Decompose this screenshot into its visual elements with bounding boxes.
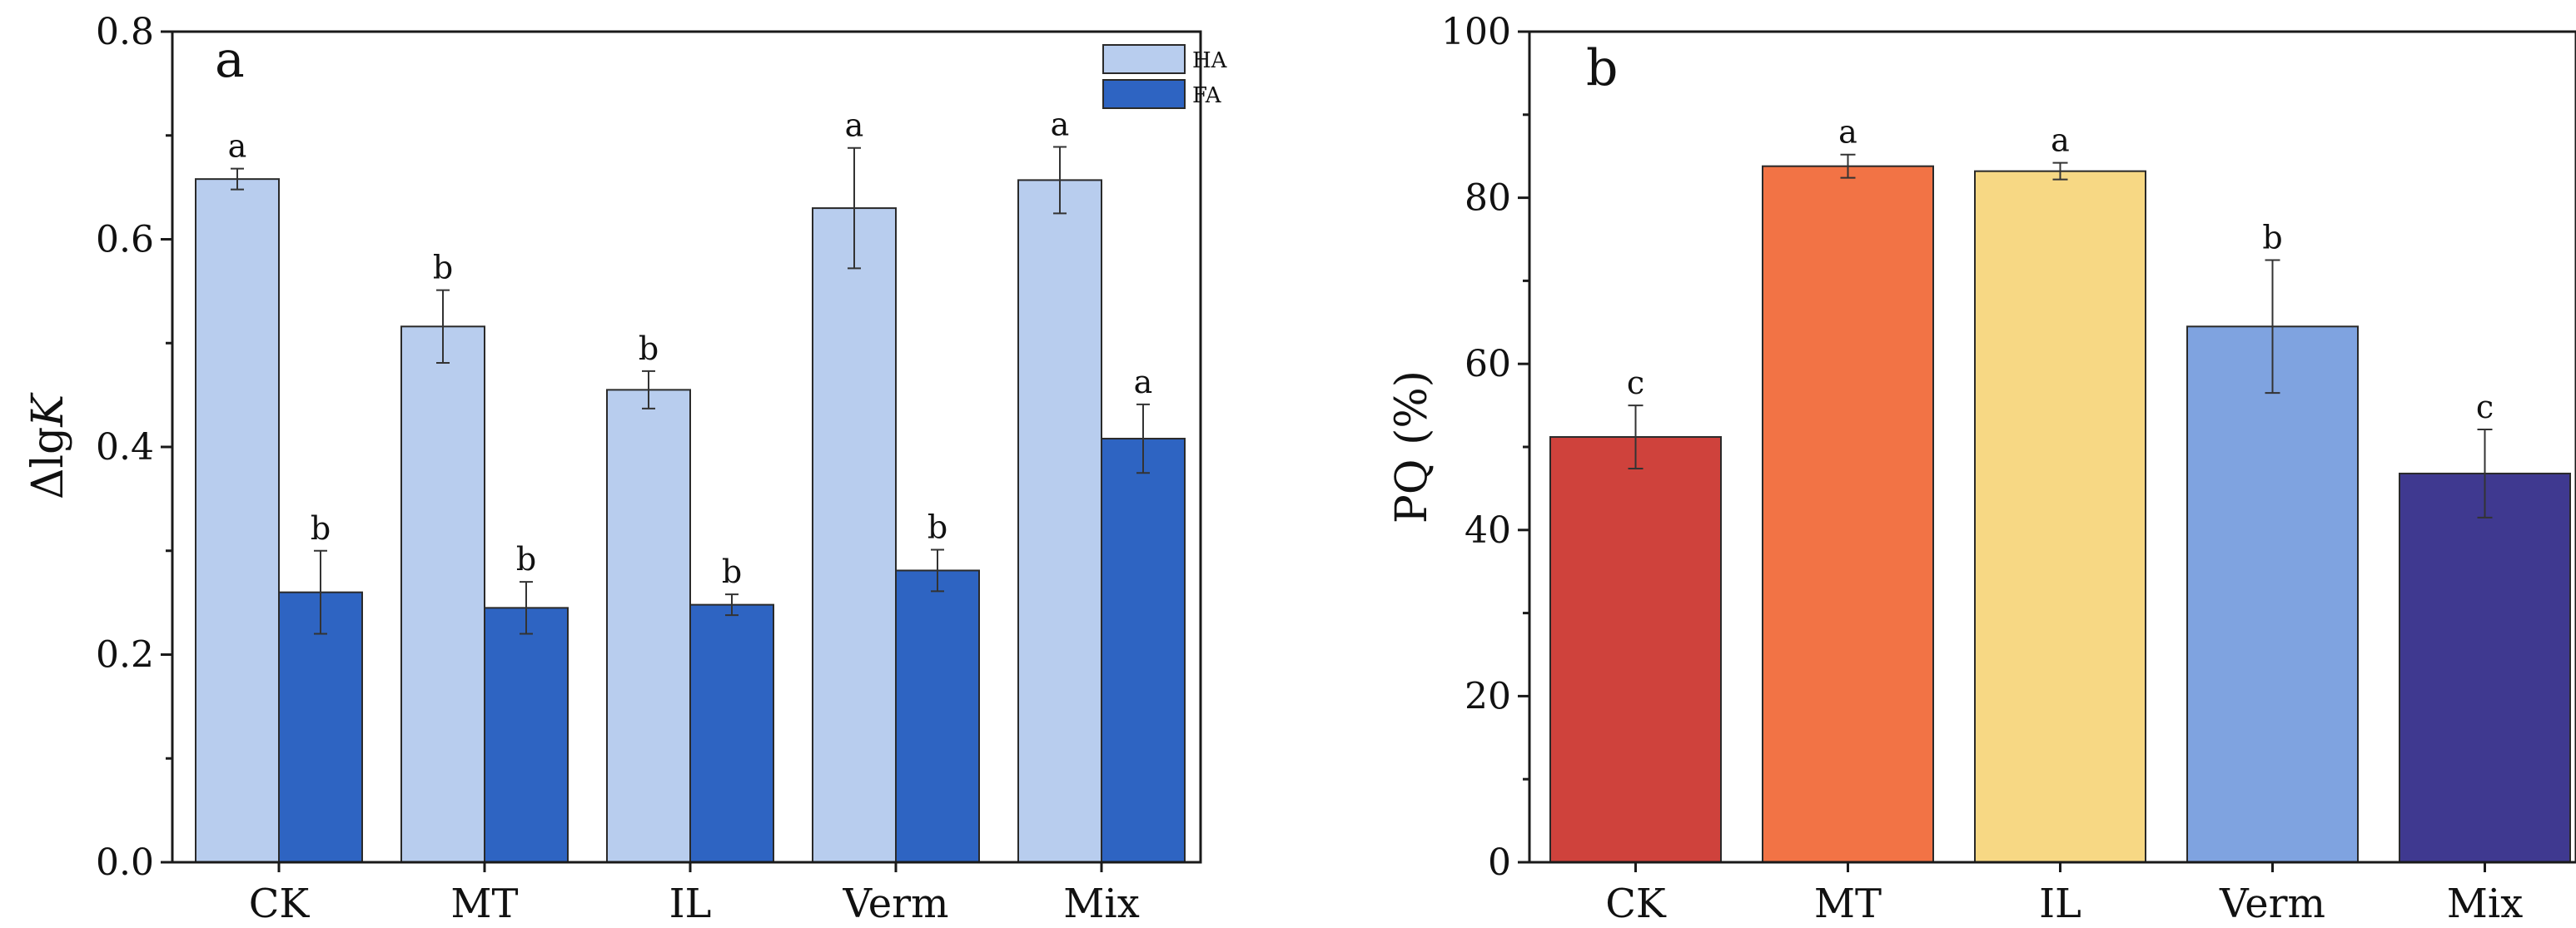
sig-label-ha-mt: b xyxy=(433,250,453,286)
x-tick-label-mix: Mix xyxy=(1063,881,1140,927)
x-tick-label-ck: CK xyxy=(249,881,311,927)
y-tick-label-80: 80 xyxy=(1465,177,1511,220)
error-bar-fa-mt xyxy=(520,581,533,635)
sig-label-fa-mix: a xyxy=(1134,364,1153,400)
error-bar-ha-ck xyxy=(231,167,244,191)
sig-label-pq-mix: c xyxy=(2476,389,2494,425)
error-bar-ha-verm xyxy=(848,146,861,270)
sig-label-pq-verm: b xyxy=(2262,219,2282,256)
x-tick-label-mix: Mix xyxy=(2447,881,2524,927)
panel-a-x-ticks: CK MT IL Verm Mix xyxy=(249,862,1140,927)
y-tick-label-0-2: 0.2 xyxy=(96,634,154,677)
x-tick-label-ck: CK xyxy=(1605,881,1667,927)
panel-b-frame xyxy=(1528,30,2576,864)
legend-label-ha: HA xyxy=(1192,48,1228,73)
x-tick-label-verm: Verm xyxy=(842,881,948,927)
panel-b-bars xyxy=(1549,165,2571,864)
bar-pq-ck xyxy=(1549,436,1722,863)
panel-a-significance-labels: a b b b b b a b a a xyxy=(228,106,1153,590)
bar-fa-ck xyxy=(278,591,363,864)
x-tick-label-il: IL xyxy=(669,881,712,927)
y-tick-label-0: 0 xyxy=(1488,841,1511,884)
x-tick-label-mt: MT xyxy=(1814,881,1882,927)
bar-fa-mt xyxy=(484,607,569,863)
y-tick-label-100: 100 xyxy=(1441,11,1511,53)
bar-ha-mt xyxy=(400,325,485,864)
error-bar-pq-mt xyxy=(1840,153,1856,179)
panel-b-y-axis-title: PQ (%) xyxy=(1387,370,1437,524)
panel-b-error-bars xyxy=(1628,153,2493,519)
bar-pq-il xyxy=(1974,170,2146,863)
panel-a-frame xyxy=(171,30,1202,864)
sig-label-ha-ck: a xyxy=(228,128,247,165)
bar-pq-mix xyxy=(2399,472,2571,863)
panel-a-legend: HA FA xyxy=(1102,44,1228,109)
x-tick-label-mt: MT xyxy=(450,881,518,927)
error-bar-fa-verm xyxy=(931,548,944,593)
legend-swatch-ha xyxy=(1102,44,1186,74)
panel-b-significance-labels: c a a b c xyxy=(1627,114,2494,425)
bar-ha-ck xyxy=(195,178,280,863)
bar-fa-il xyxy=(689,603,774,863)
error-bar-ha-mt xyxy=(436,289,450,364)
bar-fa-mix xyxy=(1101,438,1186,864)
x-tick-label-verm: Verm xyxy=(2219,881,2325,927)
error-bar-fa-il xyxy=(725,593,738,617)
x-tick-label-il: IL xyxy=(2039,881,2081,927)
sig-label-fa-mt: b xyxy=(516,541,536,578)
y-tick-label-0-6: 0.6 xyxy=(96,219,154,261)
legend-label-fa: FA xyxy=(1192,83,1222,108)
y-tick-label-40: 40 xyxy=(1465,509,1511,552)
panel-a-bars xyxy=(195,178,1186,864)
sig-label-fa-il: b xyxy=(722,553,742,590)
sig-label-fa-verm: b xyxy=(927,509,947,546)
bar-ha-verm xyxy=(812,207,897,863)
y-tick-label-20: 20 xyxy=(1465,675,1511,717)
y-tick-label-60: 60 xyxy=(1465,343,1511,385)
sig-label-fa-ck: b xyxy=(311,510,331,547)
sig-label-pq-mt: a xyxy=(1838,114,1857,151)
panel-a-letter: a xyxy=(215,31,245,89)
sig-label-pq-ck: c xyxy=(1627,365,1644,401)
error-bar-ha-il xyxy=(642,370,655,409)
error-bar-fa-mix xyxy=(1136,403,1150,474)
legend-swatch-fa xyxy=(1102,79,1186,109)
error-bar-pq-ck xyxy=(1628,404,1644,469)
chart-panel-a: a b b b b b a b a a 0.0 0.2 0.4 0.6 0.8 CK MT IL Verm Mix… xyxy=(23,11,1228,927)
bar-fa-verm xyxy=(895,569,980,863)
sig-label-ha-verm: a xyxy=(845,107,864,144)
panel-a-y-axis-title: ΔlgK xyxy=(23,392,73,499)
panel-a-y-ticks: 0.0 0.2 0.4 0.6 0.8 xyxy=(96,11,172,884)
bar-ha-il xyxy=(606,389,691,863)
chart-panel-b: c a a b c 0 20 40 60 80 100 CK MT IL Verm Mix b PQ (%… xyxy=(1387,11,2576,927)
y-tick-label-0-0: 0.0 xyxy=(96,841,154,884)
bar-pq-verm xyxy=(2186,325,2359,864)
sig-label-pq-il: a xyxy=(2051,122,2070,159)
sig-label-ha-il: b xyxy=(639,330,659,367)
sig-label-ha-mix: a xyxy=(1051,106,1070,142)
panel-a-error-bars xyxy=(231,146,1150,635)
error-bar-pq-verm xyxy=(2265,259,2280,395)
error-bar-pq-il xyxy=(2052,161,2068,181)
error-bar-ha-mix xyxy=(1053,146,1067,215)
panel-b-y-ticks: 0 20 40 60 80 100 xyxy=(1441,11,1529,884)
error-bar-pq-mix xyxy=(2477,429,2493,519)
error-bar-fa-ck xyxy=(314,549,327,635)
y-tick-label-0-4: 0.4 xyxy=(96,426,154,469)
bar-pq-mt xyxy=(1762,165,1934,863)
y-tick-label-0-8: 0.8 xyxy=(96,11,154,53)
panel-b-x-ticks: CK MT IL Verm Mix xyxy=(1605,862,2523,927)
panel-b-letter: b xyxy=(1586,39,1618,97)
bar-ha-mix xyxy=(1017,179,1102,863)
